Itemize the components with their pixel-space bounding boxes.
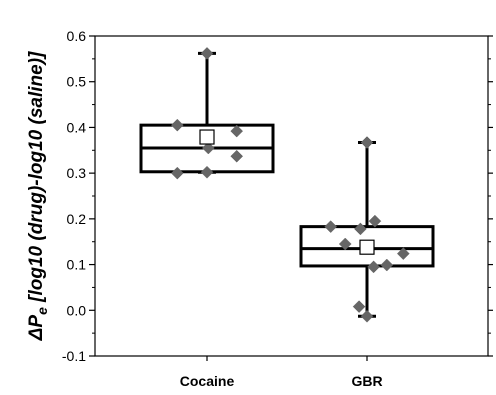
data-point	[368, 214, 382, 228]
y-axis-label-delta: ΔP	[26, 315, 47, 342]
y-axis-label-subscript: e	[34, 307, 50, 315]
y-axis: -0.1 0.0 0.1 0.2 0.3 0.4 0.5 0.6	[62, 28, 493, 364]
data-point	[360, 136, 374, 149]
boxes	[139, 47, 435, 323]
x-axis: Cocaine GBR	[180, 356, 383, 389]
y-tick-label: 0.6	[67, 28, 87, 44]
data-point	[230, 124, 244, 138]
data-point	[367, 260, 380, 274]
y-tick-label: -0.1	[62, 348, 86, 364]
box-rect	[299, 225, 435, 268]
data-point	[396, 247, 410, 260]
y-tick-label: 0.1	[67, 257, 87, 273]
plot-frame	[94, 35, 489, 357]
data-point	[352, 300, 366, 313]
y-axis-label-rest: [log10 (drug)-log10 (saline)]	[26, 51, 47, 307]
data-point	[338, 237, 352, 251]
box-gbr	[299, 136, 435, 323]
data-point	[354, 222, 367, 236]
y-tick-label: 0.0	[67, 302, 87, 318]
x-category-label: Cocaine	[180, 373, 235, 389]
plot-area	[94, 35, 489, 357]
data-point	[360, 309, 374, 323]
y-tick-label: 0.3	[67, 165, 87, 181]
mean-marker	[359, 239, 375, 255]
data-point	[230, 149, 244, 163]
y-tick-label: 0.2	[67, 211, 87, 227]
y-tick-label: 0.4	[67, 119, 87, 135]
data-point	[380, 258, 394, 272]
data-point	[170, 166, 184, 180]
box-cocaine	[139, 47, 275, 180]
y-axis-label: ΔPe [log10 (drug)-log10 (saline)]	[26, 51, 50, 341]
mean-marker	[199, 129, 215, 145]
data-point	[324, 220, 338, 233]
data-point	[201, 141, 215, 155]
x-category-label: GBR	[351, 373, 382, 389]
data-point	[170, 118, 184, 132]
data-point	[200, 165, 214, 179]
data-point	[200, 47, 214, 60]
y-tick-label: 0.5	[67, 74, 87, 90]
